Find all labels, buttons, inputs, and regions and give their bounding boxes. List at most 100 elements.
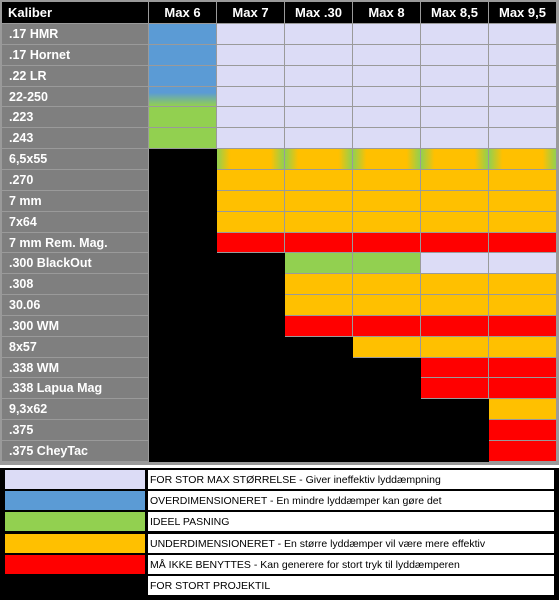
matrix-cell [353, 441, 421, 462]
matrix-cell [285, 149, 352, 169]
matrix-cell [489, 87, 556, 106]
caliber-label: .22 LR [2, 66, 148, 86]
compatibility-table: Kaliber Max 6 Max 7 Max .30 Max 8 Max 8,5 Max … [0, 0, 559, 465]
matrix-cell [217, 420, 285, 441]
matrix-cell [489, 128, 556, 148]
matrix-cell [217, 170, 284, 190]
matrix-cell [353, 149, 420, 169]
matrix-cell [353, 212, 420, 232]
matrix-cell [489, 253, 556, 273]
matrix-cell [421, 66, 488, 86]
caliber-label: .243 [2, 128, 148, 148]
matrix-cell [421, 358, 488, 377]
matrix-cell [149, 45, 216, 65]
matrix-cell [489, 399, 556, 419]
caliber-label: .338 WM [2, 358, 148, 377]
matrix-cell [217, 107, 284, 127]
matrix-cell [489, 170, 556, 190]
header-col-6: Max 9,5 [489, 2, 556, 23]
caliber-label: .375 CheyTac [2, 441, 148, 461]
matrix-cell [421, 149, 488, 169]
matrix-cell [353, 378, 421, 399]
matrix-cell [285, 45, 352, 65]
matrix-cell [421, 274, 488, 294]
matrix-cell [353, 399, 421, 420]
legend-swatch [5, 491, 145, 510]
matrix-cell [217, 253, 285, 274]
matrix-cell [421, 420, 489, 441]
matrix-cell [285, 420, 353, 441]
matrix-cell [149, 399, 217, 420]
legend-swatch [4, 575, 146, 596]
matrix-cell [421, 107, 488, 127]
matrix-cell [489, 295, 556, 315]
matrix-cell [421, 399, 489, 420]
matrix-cell [285, 441, 353, 462]
matrix-cell [217, 87, 284, 106]
matrix-cell [353, 420, 421, 441]
matrix-cell [353, 253, 420, 273]
matrix-cell [149, 24, 216, 44]
matrix-cell [149, 253, 217, 274]
matrix-cell [149, 420, 217, 441]
matrix-cell [421, 337, 488, 357]
legend-label: OVERDIMENSIONERET - En mindre lyddæmper … [148, 491, 554, 510]
legend-swatch [5, 534, 145, 553]
matrix-cell [149, 128, 216, 148]
matrix-cell [421, 316, 488, 336]
legend-swatch [5, 470, 145, 489]
matrix-cell [489, 337, 556, 357]
header-col-1: Max 6 [149, 2, 216, 23]
caliber-label: 9,3x62 [2, 399, 148, 419]
header-col-2: Max 7 [217, 2, 284, 23]
caliber-label: 30.06 [2, 295, 148, 315]
matrix-cell [217, 233, 284, 252]
matrix-cell [421, 253, 488, 273]
matrix-cell [489, 274, 556, 294]
caliber-label: 6,5x55 [2, 149, 148, 169]
matrix-cell [353, 170, 420, 190]
caliber-label: 7 mm [2, 191, 148, 211]
matrix-cell [217, 66, 284, 86]
matrix-cell [285, 24, 352, 44]
matrix-cell [149, 316, 217, 337]
matrix-cell [149, 170, 217, 191]
caliber-label: .223 [2, 107, 148, 127]
matrix-cell [353, 274, 420, 294]
matrix-cell [421, 233, 488, 252]
legend-label: MÅ IKKE BENYTTES - Kan generere for stor… [148, 555, 554, 574]
matrix-cell [285, 253, 352, 273]
caliber-label: 7x64 [2, 212, 148, 232]
matrix-cell [285, 87, 352, 106]
matrix-cell [149, 107, 216, 127]
legend: FOR STOR MAX STØRRELSE - Giver ineffekti… [0, 468, 559, 600]
legend-label: IDEEL PASNING [148, 512, 554, 531]
matrix-cell [149, 233, 217, 253]
matrix-cell [353, 233, 420, 252]
matrix-cell [489, 66, 556, 86]
legend-label: UNDERDIMENSIONERET - En større lyddæmper… [148, 534, 554, 553]
caliber-label: .300 BlackOut [2, 253, 148, 273]
caliber-label: .17 HMR [2, 24, 148, 44]
matrix-cell [489, 420, 556, 440]
matrix-cell [149, 295, 217, 316]
matrix-cell [489, 212, 556, 232]
matrix-cell [285, 66, 352, 86]
matrix-cell [421, 128, 488, 148]
matrix-cell [149, 87, 216, 106]
matrix-cell [421, 378, 488, 398]
matrix-cell [149, 441, 217, 462]
matrix-cell [353, 337, 420, 357]
matrix-cell [217, 45, 284, 65]
matrix-cell [489, 378, 556, 398]
matrix-cell [489, 441, 556, 461]
matrix-cell [217, 337, 285, 358]
caliber-label: .338 Lapua Mag [2, 378, 148, 398]
matrix-cell [285, 358, 353, 378]
matrix-cell [217, 378, 285, 399]
matrix-cell [353, 358, 421, 378]
matrix-cell [217, 212, 284, 232]
matrix-cell [353, 191, 420, 211]
matrix-cell [217, 149, 284, 169]
matrix-cell [285, 378, 353, 399]
